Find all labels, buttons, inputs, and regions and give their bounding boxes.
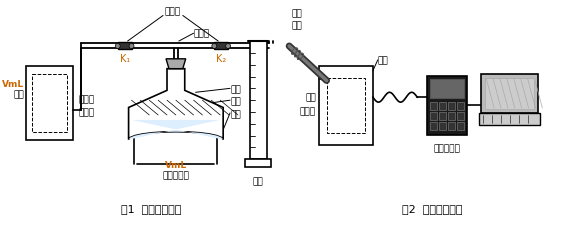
Bar <box>430 79 464 98</box>
Bar <box>456 112 464 120</box>
Polygon shape <box>166 59 186 69</box>
Text: K₂: K₂ <box>216 54 226 64</box>
Text: 气体: 气体 <box>14 90 24 99</box>
Bar <box>327 78 365 133</box>
Text: 澄清石灰水: 澄清石灰水 <box>162 171 189 180</box>
Bar <box>214 42 228 49</box>
Text: 图2  实验二的装置: 图2 实验二的装置 <box>402 204 462 214</box>
Bar <box>448 112 455 120</box>
Bar <box>430 122 437 130</box>
Text: 图1  实验一的装置: 图1 实验一的装置 <box>121 204 181 214</box>
Bar <box>430 112 437 120</box>
Text: 量筒: 量筒 <box>253 177 264 186</box>
Text: 烧杯: 烧杯 <box>230 110 241 119</box>
Circle shape <box>226 43 231 48</box>
Bar <box>485 78 535 109</box>
Text: 白磷: 白磷 <box>230 97 241 106</box>
Polygon shape <box>129 120 223 140</box>
Circle shape <box>115 43 120 48</box>
Bar <box>26 66 73 140</box>
Text: K₁: K₁ <box>120 54 130 64</box>
Bar <box>249 41 266 159</box>
Text: 数据采集仪: 数据采集仪 <box>433 144 460 153</box>
Bar <box>430 102 437 110</box>
Text: 呼入: 呼入 <box>291 9 302 18</box>
Bar <box>439 112 446 120</box>
Text: VmL: VmL <box>2 81 24 90</box>
Bar <box>439 122 446 130</box>
Text: 过量: 过量 <box>230 86 241 94</box>
Text: 燃烧匙: 燃烧匙 <box>193 29 210 38</box>
Bar <box>427 76 467 135</box>
Bar <box>479 113 540 125</box>
Bar <box>439 102 446 110</box>
Bar <box>245 159 272 167</box>
Bar <box>448 122 455 130</box>
Text: 气体: 气体 <box>291 21 302 30</box>
Text: 医用输: 医用输 <box>78 95 95 104</box>
Text: 保鲜袋: 保鲜袋 <box>299 107 316 116</box>
Bar <box>481 74 539 113</box>
Circle shape <box>212 43 217 48</box>
Circle shape <box>129 43 134 48</box>
Text: 弹簧夹: 弹簧夹 <box>165 8 181 17</box>
Text: 一液袋: 一液袋 <box>78 108 95 117</box>
Bar <box>118 42 132 49</box>
Polygon shape <box>129 69 223 140</box>
Text: VmL: VmL <box>165 161 187 170</box>
Bar <box>448 102 455 110</box>
Bar <box>456 102 464 110</box>
Text: 食品: 食品 <box>305 93 316 102</box>
Bar <box>32 74 67 132</box>
Bar <box>319 66 373 144</box>
Bar <box>456 122 464 130</box>
Text: 探头: 探头 <box>378 56 388 65</box>
